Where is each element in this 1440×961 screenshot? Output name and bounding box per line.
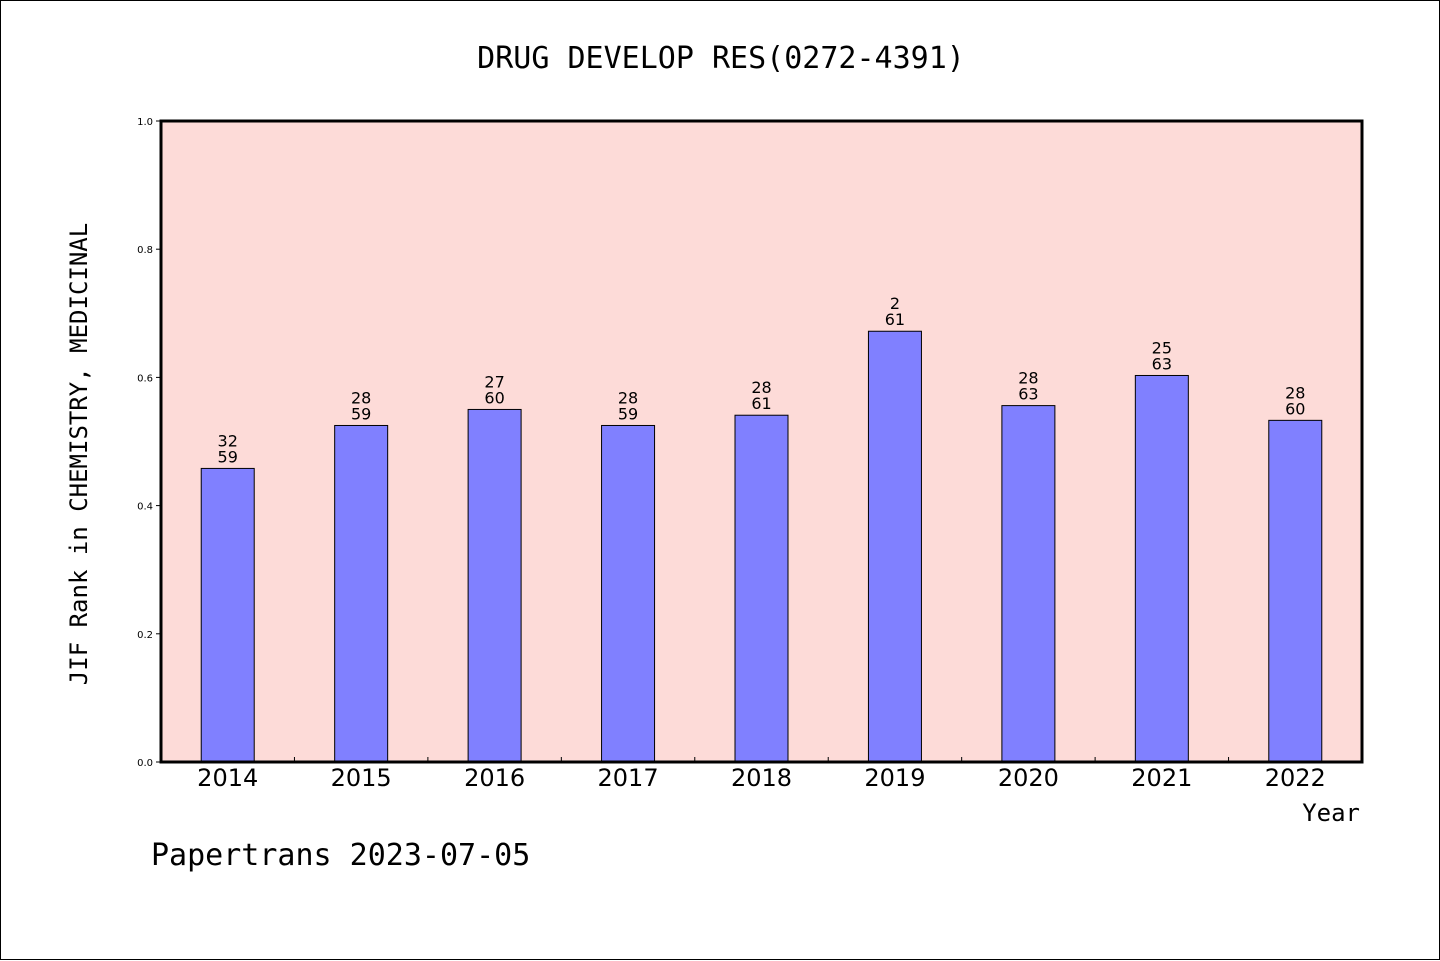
- bar-2015: [334, 424, 389, 763]
- bar-total-label: 60: [1285, 399, 1305, 418]
- x-tick-label-2017: 2017: [598, 764, 659, 792]
- y-tick-label: 1.0: [137, 117, 153, 128]
- y-tick-label: 0.8: [137, 245, 153, 256]
- bar-2022: [1268, 419, 1323, 763]
- bar-total-label: 59: [618, 404, 638, 423]
- y-tick-label: 0.0: [137, 758, 153, 769]
- x-tick-label-2022: 2022: [1265, 764, 1326, 792]
- y-tick-label: 0.2: [137, 630, 153, 641]
- bar-2014: [200, 467, 255, 763]
- x-tick-label-2019: 2019: [864, 764, 925, 792]
- bar-total-label: 59: [218, 447, 238, 466]
- y-axis-label: JIF Rank in CHEMISTRY, MEDICINAL: [65, 223, 93, 685]
- x-tick-label-2015: 2015: [331, 764, 392, 792]
- bar-total-label: 60: [484, 388, 504, 407]
- x-axis-ticks: 2014 2015 2016 2017 2018 2019 2020 2021 2022: [197, 757, 1326, 792]
- bar-2018: [734, 414, 789, 763]
- bar-rank-label: 2: [890, 294, 900, 313]
- x-tick-label-2018: 2018: [731, 764, 792, 792]
- bar-rank-label: 32: [218, 431, 238, 450]
- bar-rank-label: 27: [484, 372, 504, 391]
- bar-2020: [1001, 405, 1056, 763]
- bar-2019: [867, 330, 922, 763]
- bar-rank-label: 28: [618, 388, 638, 407]
- bar-rank-label: 28: [751, 378, 771, 397]
- x-tick-label-2021: 2021: [1131, 764, 1192, 792]
- x-axis-label: Year: [1302, 799, 1360, 827]
- y-axis-ticks: 0.0 0.2 0.4 0.6 0.8 1.0: [137, 117, 161, 769]
- bar-2016: [467, 408, 522, 763]
- plot-border: [159, 119, 1364, 764]
- y-tick-label: 0.4: [137, 502, 153, 513]
- bar-rank-label: 28: [1285, 383, 1305, 402]
- bar-total-label: 63: [1152, 354, 1172, 373]
- x-tick-label-2020: 2020: [998, 764, 1059, 792]
- bar-total-label: 61: [885, 310, 905, 329]
- bar-rank-label: 28: [351, 388, 371, 407]
- bar-rank-label: 25: [1152, 338, 1172, 357]
- bar-total-label: 61: [751, 394, 771, 413]
- x-tick-label-2014: 2014: [197, 764, 258, 792]
- x-tick-label-2016: 2016: [464, 764, 525, 792]
- footer-text: Papertrans 2023-07-05: [151, 838, 530, 873]
- bar-total-label: 59: [351, 404, 371, 423]
- bar-total-label: 63: [1018, 385, 1038, 404]
- bar-2021: [1134, 374, 1189, 763]
- y-tick-label: 0.6: [137, 373, 153, 384]
- bar-2017: [601, 424, 656, 763]
- bar-rank-label: 28: [1018, 369, 1038, 388]
- chart-title: DRUG DEVELOP RES(0272-4391): [477, 41, 965, 76]
